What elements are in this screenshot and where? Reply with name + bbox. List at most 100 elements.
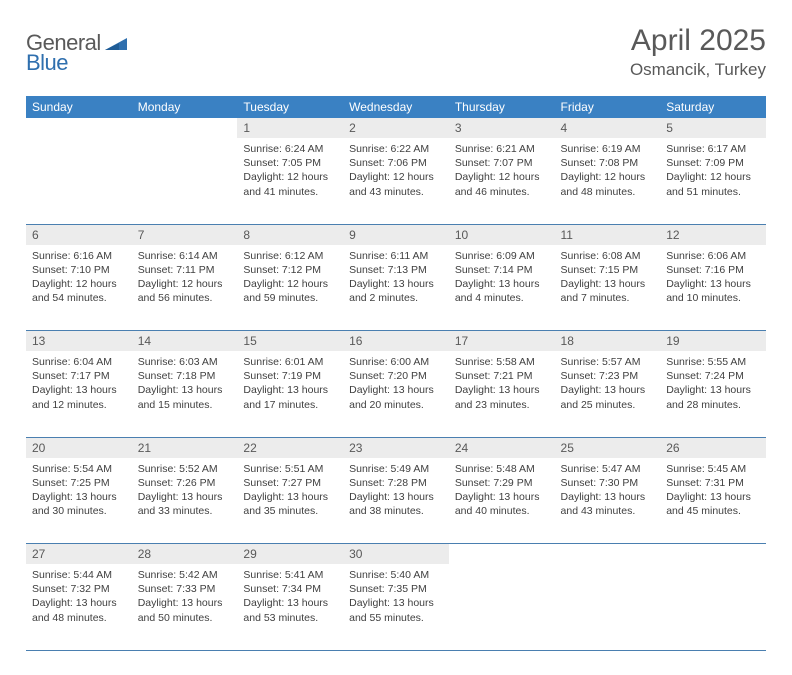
day-info-line: Sunset: 7:16 PM [666, 263, 760, 277]
day-info-line: Sunrise: 5:57 AM [561, 355, 655, 369]
page-title: April 2025 [630, 24, 766, 58]
day-info-line: Sunset: 7:23 PM [561, 369, 655, 383]
day-info-line: and 25 minutes. [561, 398, 655, 412]
day-info-line: Sunrise: 6:12 AM [243, 249, 337, 263]
day-number-cell [660, 544, 766, 565]
day-cell: Sunrise: 5:57 AMSunset: 7:23 PMDaylight:… [555, 351, 661, 437]
day-cell: Sunrise: 5:55 AMSunset: 7:24 PMDaylight:… [660, 351, 766, 437]
week-daynum-row: 6789101112 [26, 224, 766, 245]
day-info-line: and 59 minutes. [243, 291, 337, 305]
day-info-line: Sunrise: 5:49 AM [349, 462, 443, 476]
day-number-cell: 30 [343, 544, 449, 565]
day-cell: Sunrise: 5:52 AMSunset: 7:26 PMDaylight:… [132, 458, 238, 544]
day-info-line: and 15 minutes. [138, 398, 232, 412]
day-number-cell: 22 [237, 437, 343, 458]
day-cell: Sunrise: 6:14 AMSunset: 7:11 PMDaylight:… [132, 245, 238, 331]
day-cell: Sunrise: 6:06 AMSunset: 7:16 PMDaylight:… [660, 245, 766, 331]
calendar-body: 12345Sunrise: 6:24 AMSunset: 7:05 PMDayl… [26, 118, 766, 650]
day-info-line: Sunset: 7:31 PM [666, 476, 760, 490]
day-info-line: Sunset: 7:24 PM [666, 369, 760, 383]
day-info-line: Sunrise: 5:44 AM [32, 568, 126, 582]
day-cell-content: Sunrise: 6:03 AMSunset: 7:18 PMDaylight:… [132, 351, 238, 418]
day-header: Thursday [449, 96, 555, 118]
day-cell: Sunrise: 5:54 AMSunset: 7:25 PMDaylight:… [26, 458, 132, 544]
calendar-header: SundayMondayTuesdayWednesdayThursdayFrid… [26, 96, 766, 118]
day-info-line: Sunrise: 6:17 AM [666, 142, 760, 156]
day-number-cell [555, 544, 661, 565]
day-cell: Sunrise: 5:49 AMSunset: 7:28 PMDaylight:… [343, 458, 449, 544]
day-cell: Sunrise: 5:47 AMSunset: 7:30 PMDaylight:… [555, 458, 661, 544]
day-info-line: Daylight: 13 hours [455, 277, 549, 291]
day-info-line: Sunrise: 5:58 AM [455, 355, 549, 369]
day-info-line: Daylight: 13 hours [455, 490, 549, 504]
day-info-line: Daylight: 12 hours [666, 170, 760, 184]
day-cell [449, 564, 555, 650]
day-cell: Sunrise: 6:00 AMSunset: 7:20 PMDaylight:… [343, 351, 449, 437]
day-info-line: Daylight: 13 hours [138, 383, 232, 397]
day-cell: Sunrise: 5:41 AMSunset: 7:34 PMDaylight:… [237, 564, 343, 650]
day-info-line: Sunset: 7:08 PM [561, 156, 655, 170]
day-info-line: Sunrise: 6:19 AM [561, 142, 655, 156]
day-number-cell: 18 [555, 331, 661, 352]
day-cell-content [555, 564, 661, 574]
day-cell [660, 564, 766, 650]
day-cell-content: Sunrise: 5:58 AMSunset: 7:21 PMDaylight:… [449, 351, 555, 418]
day-number-cell: 10 [449, 224, 555, 245]
day-cell-content: Sunrise: 5:40 AMSunset: 7:35 PMDaylight:… [343, 564, 449, 631]
day-info-line: and 30 minutes. [32, 504, 126, 518]
day-info-line: Sunset: 7:15 PM [561, 263, 655, 277]
week-content-row: Sunrise: 6:24 AMSunset: 7:05 PMDaylight:… [26, 138, 766, 224]
day-number-cell: 12 [660, 224, 766, 245]
flag-icon [105, 34, 127, 52]
day-info-line: Sunset: 7:29 PM [455, 476, 549, 490]
day-cell-content: Sunrise: 5:52 AMSunset: 7:26 PMDaylight:… [132, 458, 238, 525]
day-info-line: Sunset: 7:07 PM [455, 156, 549, 170]
day-info-line: and 28 minutes. [666, 398, 760, 412]
day-info-line: Sunrise: 6:01 AM [243, 355, 337, 369]
day-info-line: Sunrise: 5:41 AM [243, 568, 337, 582]
day-number-cell: 11 [555, 224, 661, 245]
header-row: General April 2025 Osmancik, Turkey [26, 24, 766, 80]
day-cell-content: Sunrise: 6:08 AMSunset: 7:15 PMDaylight:… [555, 245, 661, 312]
day-info-line: Sunrise: 5:51 AM [243, 462, 337, 476]
week-daynum-row: 13141516171819 [26, 331, 766, 352]
day-info-line: Daylight: 13 hours [666, 490, 760, 504]
page: General April 2025 Osmancik, Turkey Blue… [0, 0, 792, 675]
day-header: Friday [555, 96, 661, 118]
day-info-line: Daylight: 12 hours [32, 277, 126, 291]
week-content-row: Sunrise: 6:04 AMSunset: 7:17 PMDaylight:… [26, 351, 766, 437]
day-number-cell: 15 [237, 331, 343, 352]
week-content-row: Sunrise: 5:54 AMSunset: 7:25 PMDaylight:… [26, 458, 766, 544]
day-info-line: Daylight: 13 hours [349, 383, 443, 397]
day-info-line: Sunrise: 5:45 AM [666, 462, 760, 476]
day-cell: Sunrise: 6:03 AMSunset: 7:18 PMDaylight:… [132, 351, 238, 437]
day-number-cell: 17 [449, 331, 555, 352]
day-info-line: Sunset: 7:05 PM [243, 156, 337, 170]
day-number-cell: 3 [449, 118, 555, 138]
day-info-line: Sunrise: 6:09 AM [455, 249, 549, 263]
day-info-line: and 20 minutes. [349, 398, 443, 412]
day-cell-content: Sunrise: 6:06 AMSunset: 7:16 PMDaylight:… [660, 245, 766, 312]
day-cell-content: Sunrise: 5:55 AMSunset: 7:24 PMDaylight:… [660, 351, 766, 418]
day-cell-content: Sunrise: 5:54 AMSunset: 7:25 PMDaylight:… [26, 458, 132, 525]
day-cell-content [132, 138, 238, 148]
day-cell: Sunrise: 5:40 AMSunset: 7:35 PMDaylight:… [343, 564, 449, 650]
day-info-line: Sunrise: 6:11 AM [349, 249, 443, 263]
day-cell-content: Sunrise: 6:22 AMSunset: 7:06 PMDaylight:… [343, 138, 449, 205]
day-number-cell: 29 [237, 544, 343, 565]
day-number-cell: 26 [660, 437, 766, 458]
day-info-line: Sunset: 7:33 PM [138, 582, 232, 596]
day-number-cell: 14 [132, 331, 238, 352]
day-info-line: Sunset: 7:28 PM [349, 476, 443, 490]
day-info-line: Sunrise: 6:03 AM [138, 355, 232, 369]
day-number-cell: 24 [449, 437, 555, 458]
day-info-line: Sunrise: 5:47 AM [561, 462, 655, 476]
day-info-line: Sunset: 7:19 PM [243, 369, 337, 383]
day-info-line: Sunrise: 6:16 AM [32, 249, 126, 263]
day-number-cell: 2 [343, 118, 449, 138]
day-number-cell: 1 [237, 118, 343, 138]
day-info-line: Daylight: 13 hours [138, 490, 232, 504]
day-cell: Sunrise: 6:09 AMSunset: 7:14 PMDaylight:… [449, 245, 555, 331]
day-cell-content: Sunrise: 5:42 AMSunset: 7:33 PMDaylight:… [132, 564, 238, 631]
day-cell: Sunrise: 5:45 AMSunset: 7:31 PMDaylight:… [660, 458, 766, 544]
